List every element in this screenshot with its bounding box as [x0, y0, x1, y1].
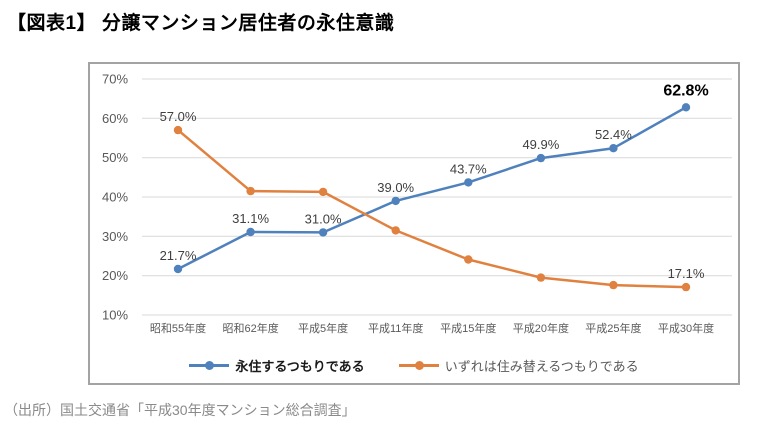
legend-item-stay: 永住するつもりである [189, 356, 365, 375]
svg-text:平成20年度: 平成20年度 [513, 321, 569, 335]
svg-text:平成30年度: 平成30年度 [658, 321, 714, 335]
svg-text:平成5年度: 平成5年度 [298, 321, 348, 335]
svg-text:62.8%: 62.8% [663, 82, 708, 99]
svg-text:17.1%: 17.1% [668, 266, 705, 281]
svg-text:30%: 30% [102, 229, 128, 244]
svg-text:40%: 40% [102, 190, 128, 205]
svg-text:平成25年度: 平成25年度 [585, 321, 641, 335]
legend-label-move: いずれは住み替えるつもりである [444, 358, 639, 374]
svg-text:31.0%: 31.0% [305, 211, 342, 226]
svg-text:10%: 10% [102, 308, 128, 323]
svg-text:31.1%: 31.1% [232, 211, 269, 226]
chart-container: 70% 60% 50% 40% 30% 20% 10% 昭和55年度 昭和62年度 平成5年度 平成… [88, 62, 740, 385]
svg-text:昭和55年度: 昭和55年度 [150, 321, 206, 335]
legend-item-move: いずれは住み替えるつもりである [398, 356, 639, 375]
legend-label-stay: 永住するつもりである [235, 358, 365, 374]
svg-text:39.0%: 39.0% [377, 180, 414, 195]
svg-text:49.9%: 49.9% [522, 137, 559, 152]
svg-text:20%: 20% [102, 268, 128, 283]
svg-text:60%: 60% [102, 111, 128, 126]
figure-title: 【図表1】 分譲マンション居住者の永住意識 [7, 13, 395, 34]
svg-text:70%: 70% [102, 72, 128, 87]
svg-text:50%: 50% [102, 150, 128, 165]
line-chart: 70% 60% 50% 40% 30% 20% 10% 昭和55年度 昭和62年度 平成5年度 平成… [102, 72, 732, 335]
legend-marker-move-icon [398, 360, 439, 370]
source-note: （出所）国土交通省「平成30年度マンション総合調査」 [4, 402, 356, 418]
svg-text:平成15年度: 平成15年度 [440, 321, 496, 335]
legend-marker-stay-icon [189, 360, 230, 370]
svg-text:平成11年度: 平成11年度 [368, 321, 423, 335]
svg-text:43.7%: 43.7% [450, 161, 487, 176]
svg-text:昭和62年度: 昭和62年度 [222, 321, 278, 335]
chart-legend: 永住するつもりである いずれは住み替えるつもりである [90, 352, 738, 378]
svg-text:57.0%: 57.0% [160, 109, 197, 124]
svg-text:21.7%: 21.7% [160, 248, 197, 263]
svg-text:52.4%: 52.4% [595, 127, 632, 142]
